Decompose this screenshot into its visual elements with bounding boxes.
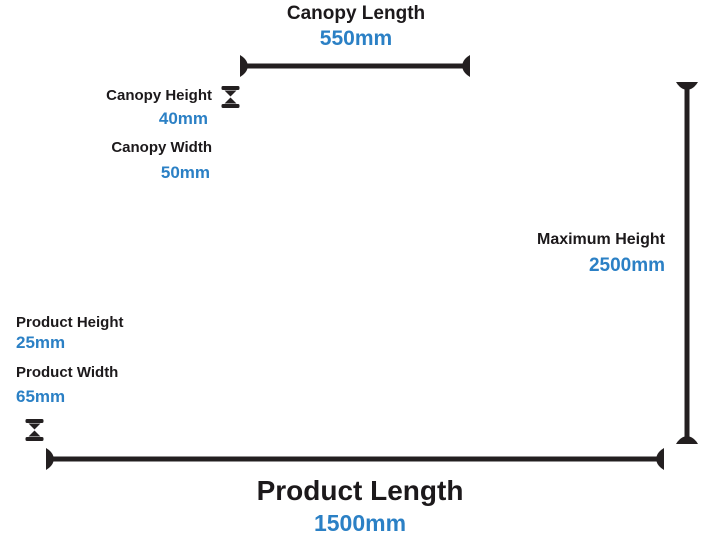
canopy-length-label: Canopy Length	[286, 3, 426, 24]
canopy-width-label: Canopy Width	[111, 139, 212, 156]
canopy-width-value: 50mm	[160, 163, 210, 182]
canopy-height-extent-icon	[221, 86, 240, 108]
canopy-length-dimension-line-icon	[240, 55, 470, 77]
maximum-height-label: Maximum Height	[536, 231, 665, 248]
product-width-label: Product Width	[16, 364, 119, 381]
product-length-value: 1500mm	[313, 510, 407, 536]
canopy-length-value: 550mm	[319, 27, 393, 50]
product-height-value: 25mm	[16, 333, 66, 352]
canopy-height-value: 40mm	[158, 109, 208, 128]
product-height-label: Product Height	[16, 314, 124, 331]
product-width-value: 65mm	[16, 387, 66, 406]
maximum-height-dimension-line-icon	[676, 82, 698, 444]
product-length-label: Product Length	[256, 475, 464, 506]
product-height-extent-icon	[25, 419, 44, 441]
product-length-dimension-line-icon	[46, 448, 664, 470]
canopy-height-label: Canopy Height	[106, 87, 212, 104]
maximum-height-value: 2500mm	[588, 255, 665, 276]
